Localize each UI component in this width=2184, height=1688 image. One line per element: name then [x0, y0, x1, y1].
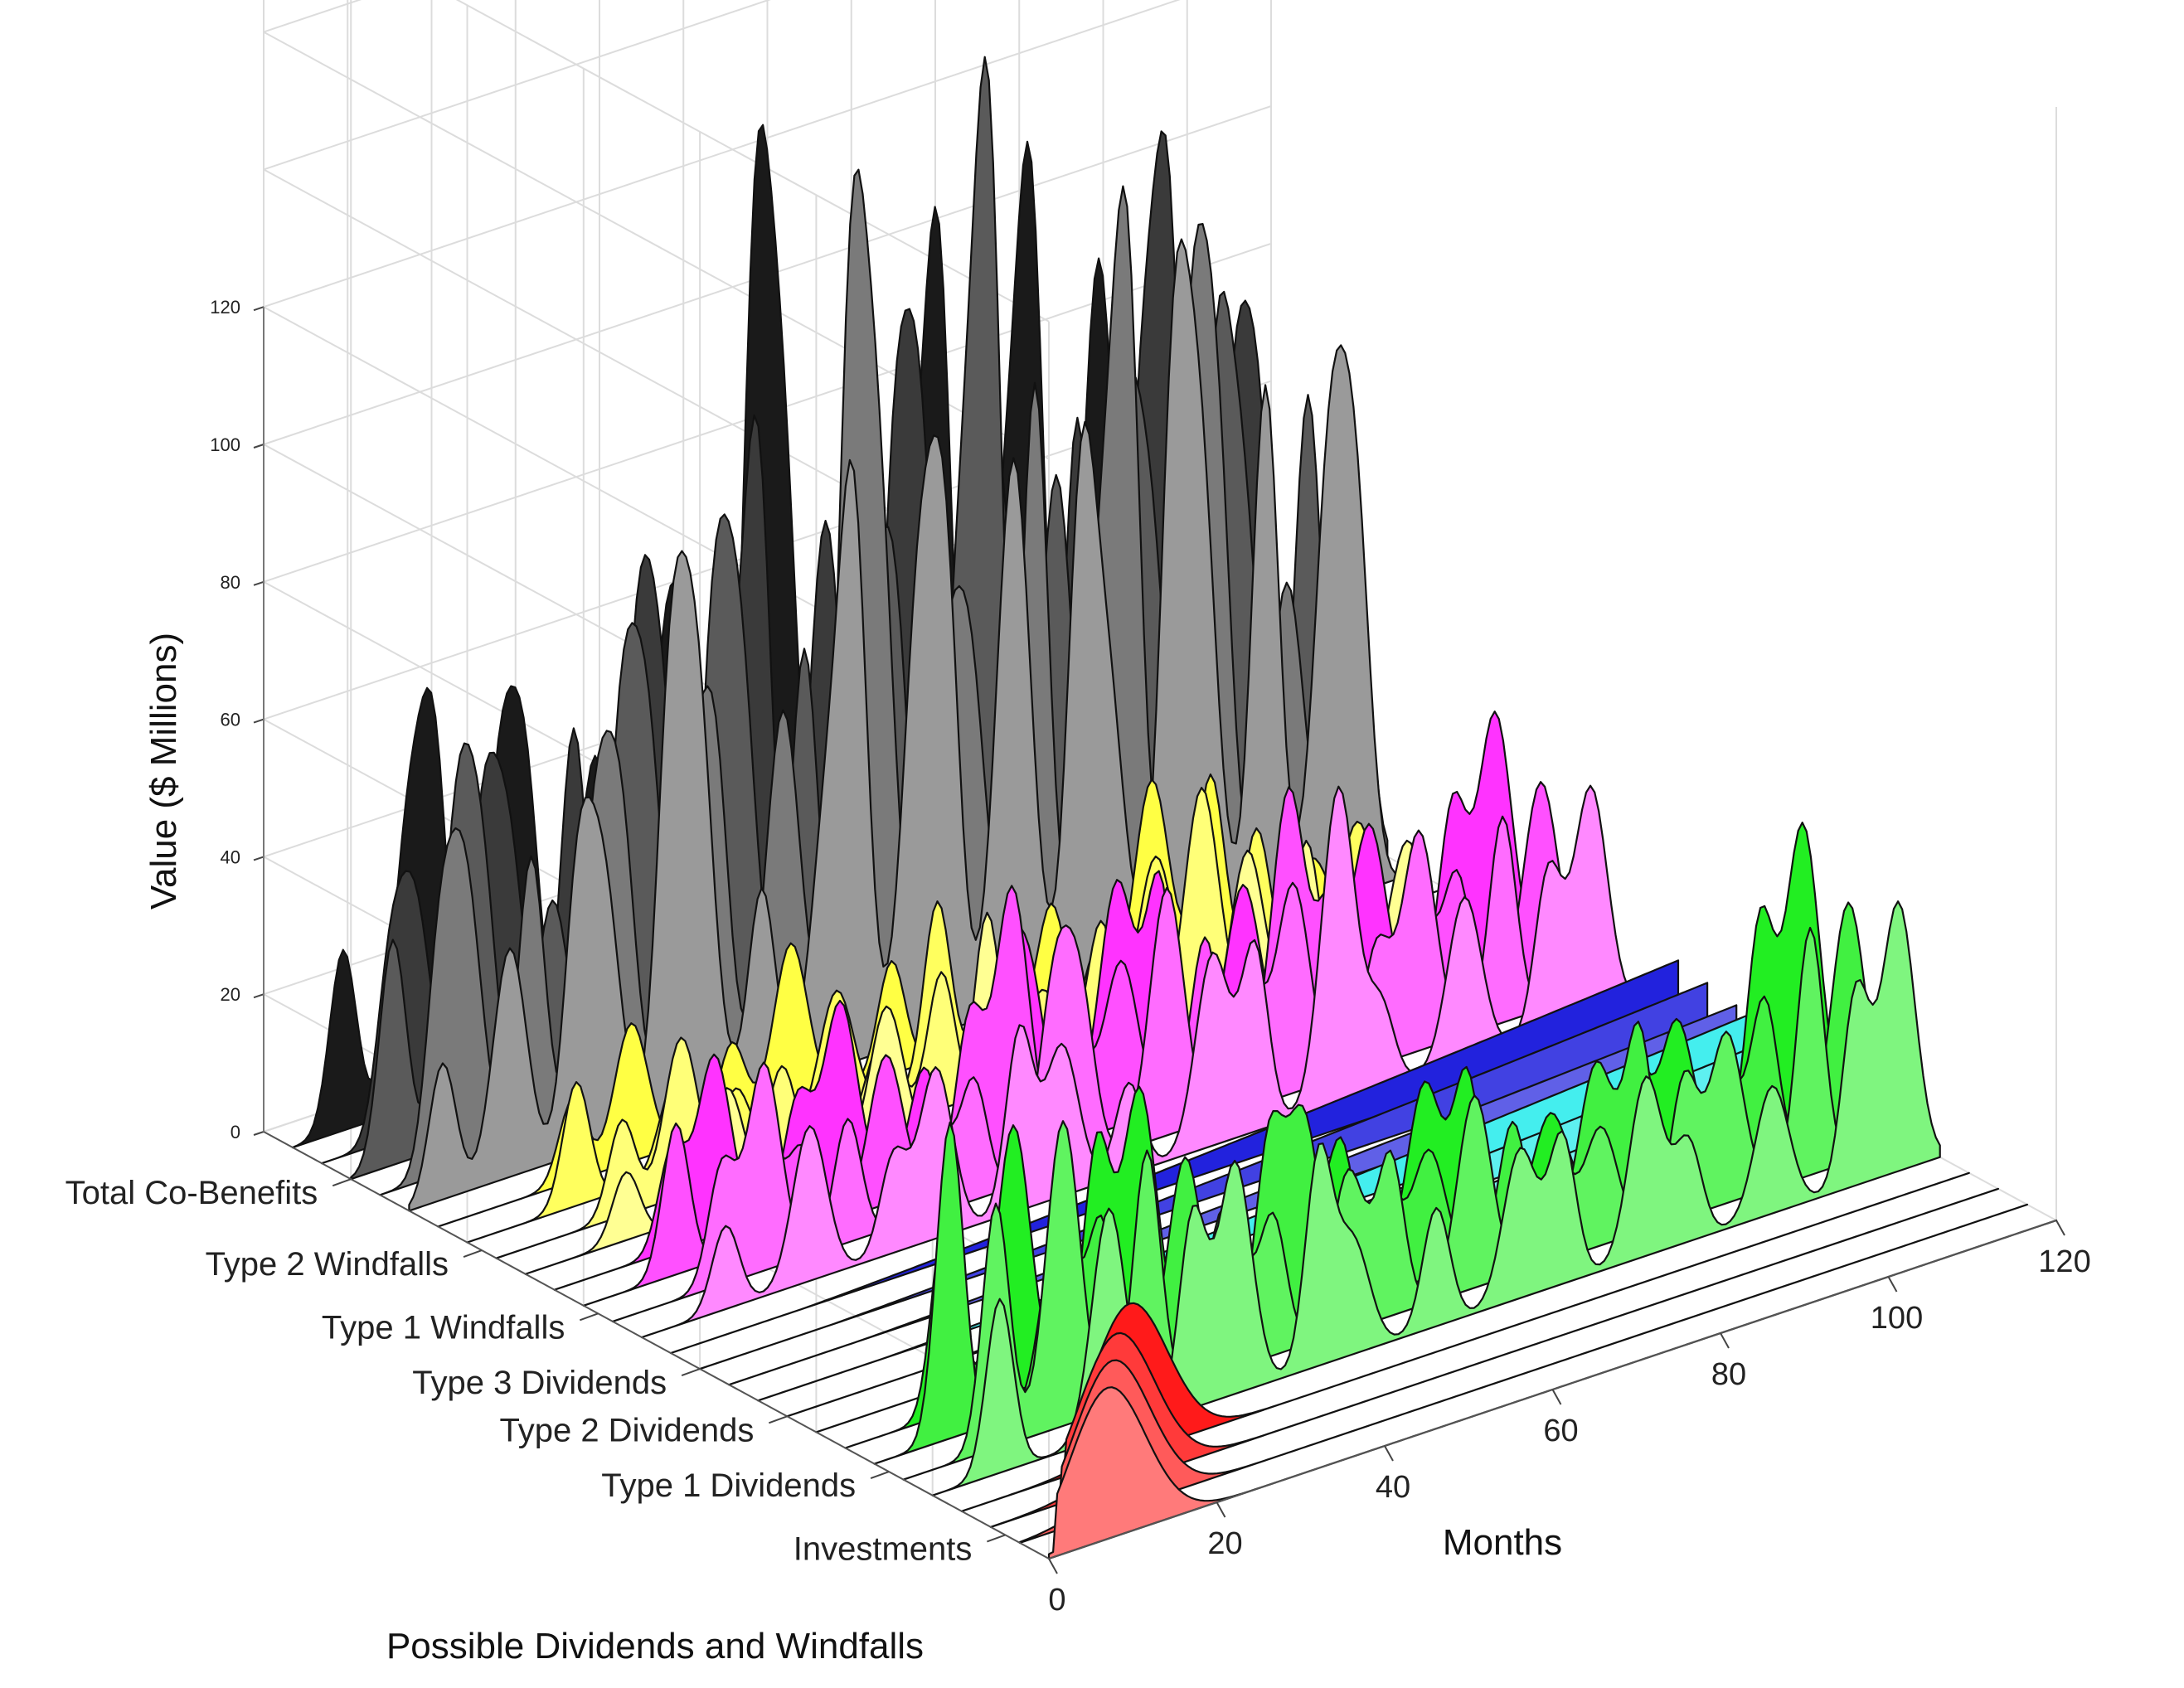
y-tick-mark — [681, 1368, 701, 1377]
x-tick-label: 120 — [2038, 1244, 2090, 1279]
x-tick-label: 100 — [1871, 1301, 1923, 1336]
y-tick-label: Type 2 Dividends — [499, 1412, 754, 1448]
z-tick-label: 120 — [210, 297, 240, 318]
z-tick-label: 20 — [221, 984, 240, 1005]
y-tick-label: Investments — [794, 1530, 973, 1567]
z-tick-mark — [253, 306, 265, 312]
z-tick-mark — [253, 856, 265, 861]
y-tick-mark — [768, 1415, 788, 1424]
x-tick-mark — [1384, 1445, 1394, 1462]
y-tick-mark — [870, 1471, 890, 1480]
y-tick-mark — [463, 1249, 483, 1258]
z-tick-mark — [253, 993, 265, 999]
y-tick-label: Type 2 Windfalls — [206, 1246, 449, 1283]
side-wall-gridline — [455, 0, 1050, 323]
y-axis-line — [263, 1131, 1050, 1559]
x-axis-label: Months — [1443, 1522, 1562, 1563]
ridge-type-1-dividends-1 — [931, 900, 1941, 1496]
x-tick-mark — [1887, 1276, 1898, 1293]
ridge-investments-3 — [989, 1187, 1999, 1528]
x-tick-mark — [1216, 1501, 1226, 1518]
ridge-total-co-benefits-1 — [408, 238, 1418, 1212]
x-tick-mark — [1551, 1389, 1562, 1405]
x-tick-label: 0 — [1048, 1583, 1065, 1618]
z-tick-mark — [253, 444, 265, 449]
z-tick-mark — [253, 1131, 265, 1136]
x-tick-label: 60 — [1543, 1414, 1578, 1448]
z-tick-label: 0 — [231, 1122, 240, 1142]
ridge-type-3-dividends-2 — [699, 982, 1709, 1370]
ridge-investments-4 — [960, 1171, 1970, 1512]
x-tick-mark — [2055, 1220, 2065, 1236]
y-axis-label: Possible Dividends and Windfalls — [386, 1626, 924, 1666]
ridge-type-3-dividends-3 — [669, 959, 1680, 1355]
z-tick-mark — [253, 580, 265, 586]
x-tick-mark — [1048, 1558, 1058, 1574]
x-tick-label: 20 — [1207, 1526, 1242, 1561]
y-tick-mark — [580, 1312, 599, 1322]
ridge-investments-2 — [1018, 1203, 2028, 1544]
y-tick-label: Type 1 Dividends — [601, 1467, 856, 1504]
y-tick-label: Type 3 Dividends — [412, 1365, 667, 1401]
y-tick-label: Total Co-Benefits — [66, 1175, 318, 1211]
x-tick-label: 80 — [1711, 1357, 1746, 1392]
axis-layer: 0 20 40 60 80 100 120 0 20 40 60 80 100 120 Investment… — [66, 297, 2091, 1618]
z-tick-label: 60 — [221, 710, 240, 730]
y-tick-label: Type 1 Windfalls — [322, 1309, 565, 1346]
z-tick-label: 100 — [210, 434, 240, 455]
z-tick-label: 40 — [221, 846, 240, 867]
z-tick-mark — [253, 718, 265, 724]
ridge-layer — [292, 56, 2058, 1560]
x-tick-label: 40 — [1376, 1470, 1410, 1505]
z-tick-label: 80 — [221, 572, 240, 593]
y-tick-mark — [332, 1178, 352, 1187]
z-axis-label: Value ($ Millions) — [143, 633, 184, 909]
x-tick-mark — [1720, 1332, 1730, 1349]
y-tick-mark — [987, 1534, 1006, 1543]
